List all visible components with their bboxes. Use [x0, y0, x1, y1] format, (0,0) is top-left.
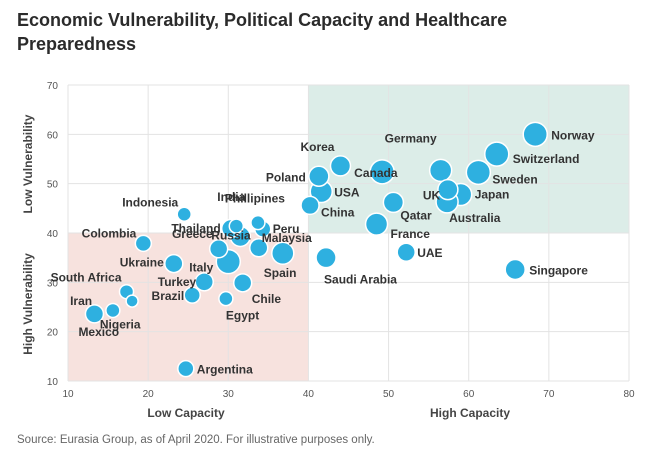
- label-norway: Norway: [551, 128, 595, 142]
- y-axis-label-high: High Vulnerability: [21, 253, 35, 355]
- label-usa: USA: [334, 186, 360, 200]
- y-tick-label: 20: [47, 328, 59, 339]
- label-chile: Chile: [252, 292, 282, 306]
- bubbles: [84, 121, 548, 378]
- label-korea: Korea: [300, 140, 334, 154]
- label-japan: Japan: [475, 188, 510, 202]
- bubble-spain: [271, 241, 295, 265]
- label-france: France: [391, 227, 431, 241]
- bubble-poland: [308, 165, 330, 188]
- bubble-iran: [125, 294, 139, 308]
- label-uk: UK: [423, 189, 441, 203]
- bubble-singapore: [504, 258, 526, 281]
- label-russia: Russia: [211, 228, 251, 242]
- bubble-brazil: [183, 286, 201, 304]
- bubble-phillipines: [250, 214, 266, 231]
- x-tick-label: 30: [223, 389, 235, 400]
- x-tick-label: 20: [143, 389, 155, 400]
- bubble-france: [364, 212, 389, 236]
- label-indonesia: Indonesia: [122, 195, 178, 209]
- label-india: India: [217, 190, 245, 204]
- chart-title: Economic Vulnerability, Political Capaci…: [17, 10, 508, 54]
- label-greece: Greece: [172, 227, 213, 241]
- bubble-uk: [437, 178, 459, 201]
- bubble-labels: Norway Switzerland Sweden Germany Canada UK Ja…: [51, 128, 595, 376]
- label-italy: Italy: [189, 261, 213, 275]
- label-brazil: Brazil: [152, 289, 185, 303]
- label-china: China: [321, 205, 355, 219]
- label-spain: Spain: [264, 266, 297, 280]
- bubble-malaysia: [248, 238, 269, 258]
- bubble-egypt: [218, 290, 234, 307]
- grid-lines: [67, 84, 630, 382]
- label-canada: Canada: [354, 166, 398, 180]
- bubble-colombia: [134, 234, 153, 253]
- label-switzerland: Switzerland: [513, 152, 580, 166]
- label-argentina: Argentina: [197, 363, 253, 377]
- bubble-korea: [329, 155, 352, 177]
- x-tick-label: 10: [62, 389, 74, 400]
- bubble-germany: [428, 158, 453, 183]
- y-tick-label: 70: [47, 81, 59, 92]
- label-qatar: Qatar: [400, 208, 432, 222]
- y-tick-label: 50: [47, 180, 59, 191]
- label-saudi-arabia: Saudi Arabia: [324, 273, 397, 287]
- bubble-argentina: [177, 359, 195, 378]
- x-axis-label-high: High Capacity: [430, 406, 510, 420]
- label-phillipines: Phillipines: [225, 192, 285, 206]
- y-tick-label: 10: [47, 377, 59, 388]
- label-uae: UAE: [417, 246, 442, 260]
- y-axis-label-low: Low Vulnerability: [21, 114, 35, 213]
- label-south-africa: South Africa: [51, 271, 122, 285]
- label-australia: Australia: [449, 211, 501, 225]
- bubble-china: [300, 195, 320, 216]
- bubble-switzerland: [484, 141, 510, 167]
- bubble-canada: [369, 159, 395, 185]
- bubble-nigeria: [105, 302, 121, 319]
- bubble-mexico: [84, 304, 105, 324]
- label-singapore: Singapore: [529, 264, 588, 278]
- source-note: Source: Eurasia Group, as of April 2020.…: [17, 434, 375, 446]
- bubble-india: [228, 218, 245, 234]
- label-mexico: Mexico: [78, 325, 119, 339]
- bubble-turkey: [194, 272, 214, 292]
- label-egypt: Egypt: [226, 309, 259, 323]
- bubble-saudi-arabia: [315, 246, 337, 269]
- label-germany: Germany: [385, 131, 437, 145]
- label-nigeria: Nigeria: [100, 317, 141, 331]
- x-tick-label: 80: [623, 389, 635, 400]
- x-axis-label-low: Low Capacity: [147, 406, 225, 420]
- label-colombia: Colombia: [82, 226, 137, 240]
- y-tick-label: 30: [47, 278, 59, 289]
- y-tick-label: 40: [47, 229, 59, 240]
- bubble-sweden: [465, 159, 492, 186]
- bubble-norway: [522, 121, 548, 148]
- label-peru: Peru: [273, 222, 300, 236]
- x-tick-label: 60: [463, 389, 475, 400]
- axis-labels: Low Vulnerability High Vulnerability Low…: [21, 114, 510, 420]
- x-tick-label: 40: [303, 389, 315, 400]
- bubble-ukraine: [164, 253, 184, 274]
- label-turkey: Turkey: [158, 275, 197, 289]
- label-malaysia: Malaysia: [262, 231, 312, 245]
- bubble-qatar: [382, 191, 405, 214]
- bubble-greece: [208, 239, 229, 259]
- label-sweden: Sweden: [492, 172, 537, 186]
- y-tick-label: 60: [47, 130, 59, 141]
- label-thailand: Thailand: [171, 222, 220, 236]
- label-poland: Poland: [266, 170, 306, 184]
- bubble-chile: [232, 273, 253, 293]
- label-ukraine: Ukraine: [120, 256, 164, 270]
- label-iran: Iran: [70, 294, 92, 308]
- bubble-uae: [396, 242, 416, 262]
- x-tick-label: 70: [543, 389, 555, 400]
- x-tick-label: 50: [383, 389, 395, 400]
- axis-ticks: 10 20 30 40 50 60 70 80 10 20 30 40 50 60 70: [47, 81, 635, 400]
- bubble-indonesia: [176, 206, 192, 223]
